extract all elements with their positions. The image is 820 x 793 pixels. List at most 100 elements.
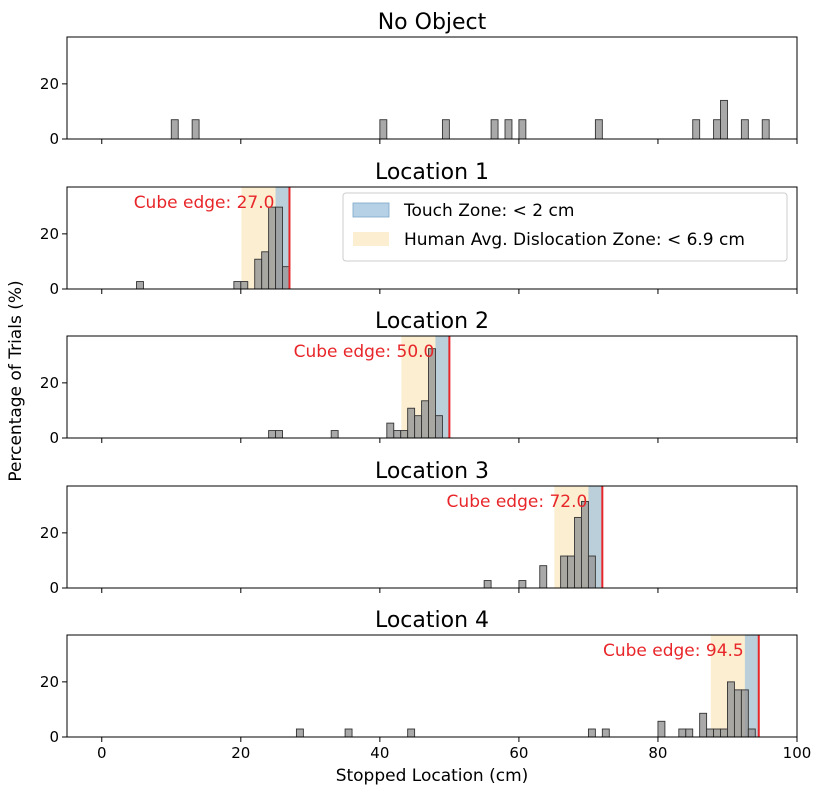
histogram-bar — [692, 119, 701, 139]
histogram-bar — [713, 728, 721, 737]
panel-3: Location 2 Cube edge: 50.0 0 20 — [40, 309, 798, 447]
histogram-bar — [699, 712, 708, 737]
histogram-bar — [261, 251, 270, 289]
y-tick-label: 0 — [49, 579, 59, 597]
panel-plot-area — [268, 336, 451, 438]
legend-touch-swatch — [352, 202, 390, 218]
histogram-bar — [421, 400, 429, 438]
histogram-bar — [330, 430, 339, 438]
histogram-bar — [587, 728, 596, 737]
panel-plot-area — [483, 486, 604, 588]
histogram-bar — [504, 119, 513, 139]
y-tick-label: 0 — [49, 130, 59, 148]
histogram-bar — [706, 728, 715, 737]
histogram-bar — [539, 565, 548, 588]
panel-title: Location 2 — [375, 309, 489, 334]
x-tick-label: 20 — [231, 744, 250, 762]
histogram-bar — [386, 422, 395, 438]
x-axis-label: Stopped Location (cm) — [336, 766, 529, 786]
panel-4: Location 3 Cube edge: 72.0 0 20 — [40, 459, 798, 597]
histogram-bar — [435, 415, 443, 438]
histogram-bar — [275, 430, 283, 438]
panel-frame — [66, 335, 798, 439]
histogram-bar — [733, 689, 742, 737]
histogram-bar — [567, 555, 575, 588]
cube-edge-label: Cube edge: 50.0 — [294, 342, 435, 362]
histogram-bar — [740, 689, 749, 737]
histogram-bar — [414, 415, 423, 438]
legend-human-swatch — [353, 232, 389, 246]
y-tick-label: 20 — [40, 524, 59, 542]
y-tick-label: 20 — [40, 225, 59, 243]
histogram-bar — [295, 728, 304, 737]
panel-frame — [66, 634, 798, 738]
legend-touch-label: Touch Zone: < 2 cm — [403, 201, 574, 221]
histogram-bar — [720, 99, 728, 139]
legend-frame — [342, 192, 788, 262]
histogram-bar — [407, 407, 416, 438]
histogram-bar — [518, 580, 527, 588]
panel-plot-area — [170, 99, 770, 139]
panel-plot-area — [295, 635, 760, 737]
histogram-bar — [560, 555, 569, 588]
panel-frame — [66, 36, 798, 140]
histogram-bar — [282, 266, 290, 289]
histogram-bar — [240, 281, 249, 289]
histogram-bar — [713, 119, 721, 139]
x-tick-label: 60 — [509, 744, 528, 762]
panel-frame — [66, 485, 798, 589]
legend-human-label: Human Avg. Dislocation Zone: < 6.9 cm — [404, 230, 745, 250]
histogram-bar — [407, 728, 416, 737]
histogram-bar — [191, 119, 200, 139]
panel-2: Location 1 Cube edge: 27.0 0 20 — [40, 160, 798, 298]
histogram-bar — [393, 430, 402, 438]
histogram-bar — [400, 430, 409, 438]
histogram-bar — [268, 206, 277, 289]
legend: Touch Zone: < 2 cm Human Avg. Dislocatio… — [342, 192, 788, 262]
histogram-bar — [483, 580, 492, 588]
histogram-bar — [254, 258, 263, 289]
touch-zone — [435, 336, 450, 438]
panel-5: Location 4 Cube edge: 94.5 0 20 0 20 40 60 80 100 — [40, 608, 811, 762]
y-tick-label: 20 — [40, 374, 59, 392]
histogram-bar — [587, 555, 596, 588]
y-tick-label: 0 — [49, 280, 59, 298]
histogram-bar — [747, 728, 756, 737]
panel-title: Location 1 — [375, 160, 489, 185]
y-tick-label: 20 — [40, 673, 59, 691]
panel-title: Location 3 — [375, 459, 489, 484]
histogram-bar — [685, 728, 694, 737]
histogram-bar — [761, 119, 770, 139]
panel-plot-area — [136, 187, 291, 289]
cube-edge-label: Cube edge: 72.0 — [447, 492, 588, 512]
panel-title: No Object — [378, 10, 487, 35]
histogram-bar — [428, 348, 436, 438]
histogram-bar — [740, 119, 749, 139]
histogram-bar — [720, 728, 728, 737]
panel-title: Location 4 — [375, 608, 489, 633]
histogram-bar — [275, 206, 283, 289]
histogram-bar — [268, 430, 277, 438]
panels-layer: No Object 0 20 Location 1 Cube edge: 27.0 0 20… — [40, 10, 811, 762]
y-axis-label: Percentage of Trials (%) — [6, 280, 26, 481]
shared-axis-labels: Stopped Location (cm) Percentage of Tria… — [6, 280, 528, 786]
y-tick-label: 0 — [49, 728, 59, 746]
histogram-bar — [594, 119, 603, 139]
x-tick-label: 0 — [97, 744, 107, 762]
y-tick-label: 0 — [49, 429, 59, 447]
histogram-bar — [601, 728, 610, 737]
histogram-bar — [518, 119, 527, 139]
cube-edge-label: Cube edge: 94.5 — [603, 641, 744, 661]
histogram-bar — [657, 720, 666, 737]
histogram-bar — [344, 728, 353, 737]
histogram-bar — [490, 119, 499, 139]
cube-edge-label: Cube edge: 27.0 — [134, 193, 275, 213]
histogram-bar — [441, 119, 450, 139]
panel-frame — [66, 186, 798, 290]
y-tick-label: 20 — [40, 75, 59, 93]
panel-1: No Object 0 20 — [40, 10, 798, 148]
histogram-bar — [581, 500, 589, 588]
x-tick-label: 80 — [648, 744, 667, 762]
histogram-bar — [170, 119, 179, 139]
